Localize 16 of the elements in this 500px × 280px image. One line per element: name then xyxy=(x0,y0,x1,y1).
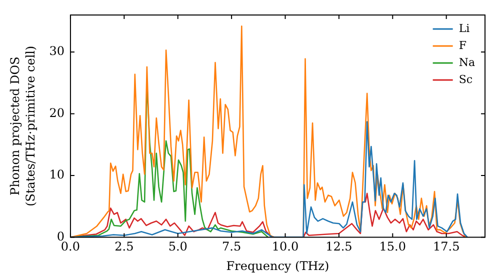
x-tick-label: 15.0 xyxy=(379,240,406,254)
y-tick-label: 30 xyxy=(49,44,64,58)
legend-label: Na xyxy=(458,56,476,69)
y-tick-label: 20 xyxy=(49,106,64,120)
x-tick-label: 12.5 xyxy=(326,240,352,254)
legend-label: F xyxy=(458,38,467,52)
x-tick-label: 5.0 xyxy=(168,240,188,254)
x-tick-label: 10.0 xyxy=(272,240,299,254)
y-tick-label: 10 xyxy=(49,168,64,182)
y-axis-title: Phonon projected DOS (States/THz·primitive cell) xyxy=(8,46,38,206)
x-tick-label: 7.5 xyxy=(222,240,242,254)
legend-label: Li xyxy=(458,22,470,35)
x-tick-label: 2.5 xyxy=(114,240,134,254)
x-tick-label: 17.5 xyxy=(432,240,460,254)
legend-label: Sc xyxy=(458,72,473,86)
x-axis-title: Frequency (THz) xyxy=(226,258,330,273)
